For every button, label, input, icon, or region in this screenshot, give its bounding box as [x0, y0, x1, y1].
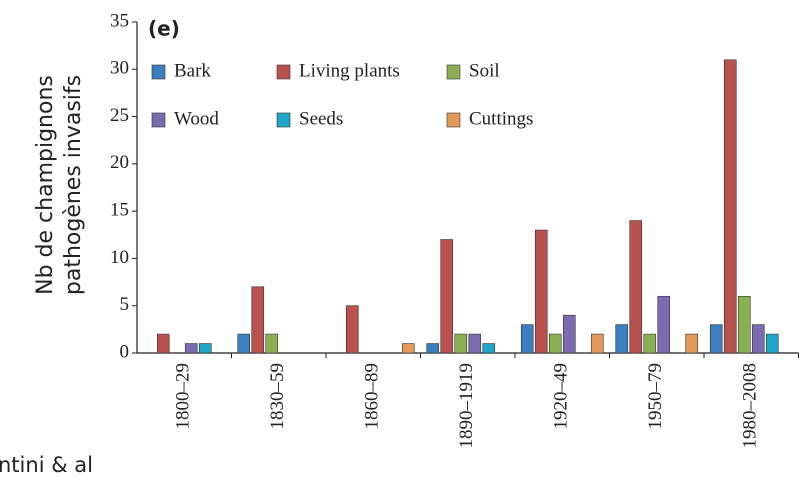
- bar: [426, 343, 440, 354]
- y-tick-label: 5: [120, 294, 130, 315]
- legend-swatch: [446, 64, 461, 80]
- bar: [590, 333, 604, 354]
- bar: [643, 333, 657, 354]
- x-tick-label: 1860–89: [362, 363, 383, 430]
- legend-label: Soil: [469, 60, 500, 81]
- bar: [237, 333, 251, 354]
- bar: [765, 333, 779, 354]
- legend-label: Cuttings: [469, 108, 533, 129]
- legend-label: Wood: [174, 108, 219, 129]
- y-tick-label: 25: [110, 105, 129, 126]
- legend-label: Seeds: [299, 108, 343, 129]
- y-axis-label: Nb de champignons: [33, 75, 58, 295]
- bar: [468, 333, 482, 354]
- bar: [709, 324, 723, 354]
- legend-swatch: [446, 112, 461, 128]
- legend-swatch: [276, 112, 291, 128]
- y-tick-label: 15: [110, 200, 129, 221]
- bar: [482, 343, 496, 354]
- y-tick-label: 35: [110, 10, 129, 31]
- bar: [534, 229, 548, 354]
- bar: [548, 333, 562, 354]
- legend-swatch: [151, 64, 166, 80]
- bar: [184, 343, 198, 354]
- bar: [737, 295, 751, 354]
- x-tick-label: 1890–1919: [456, 363, 477, 449]
- bar: [251, 286, 265, 354]
- x-tick-label: 1800–29: [173, 363, 194, 430]
- x-tick-label: 1830–59: [267, 363, 288, 430]
- y-tick-label: 30: [110, 58, 129, 79]
- bar: [629, 220, 643, 354]
- legend-swatch: [276, 64, 291, 80]
- y-tick-label: 10: [110, 247, 129, 268]
- bar: [723, 59, 737, 354]
- legend-swatch: [151, 112, 166, 128]
- y-axis-label: pathogènes invasifs: [61, 75, 86, 295]
- y-tick-label: 20: [110, 152, 129, 173]
- bar: [440, 239, 454, 354]
- x-tick-label: 1920–49: [551, 363, 572, 430]
- y-tick-label: 0: [120, 341, 130, 362]
- x-tick-label: 1980–2008: [740, 363, 761, 449]
- bar: [198, 343, 212, 354]
- bar: [401, 343, 415, 354]
- bar: [520, 324, 534, 354]
- bar: [562, 314, 576, 354]
- bar: [657, 295, 671, 354]
- bar: [156, 333, 170, 354]
- bar: [454, 333, 468, 354]
- annotation: (e): [148, 17, 180, 41]
- legend-label: Living plants: [299, 60, 400, 81]
- bar: [751, 324, 765, 354]
- bar: [615, 324, 629, 354]
- legend-label: Bark: [174, 60, 211, 81]
- bar: [345, 305, 359, 354]
- footnote: ntini & al: [0, 453, 93, 477]
- bar: [265, 333, 279, 354]
- x-tick-label: 1950–79: [645, 363, 666, 430]
- bar: [685, 333, 699, 354]
